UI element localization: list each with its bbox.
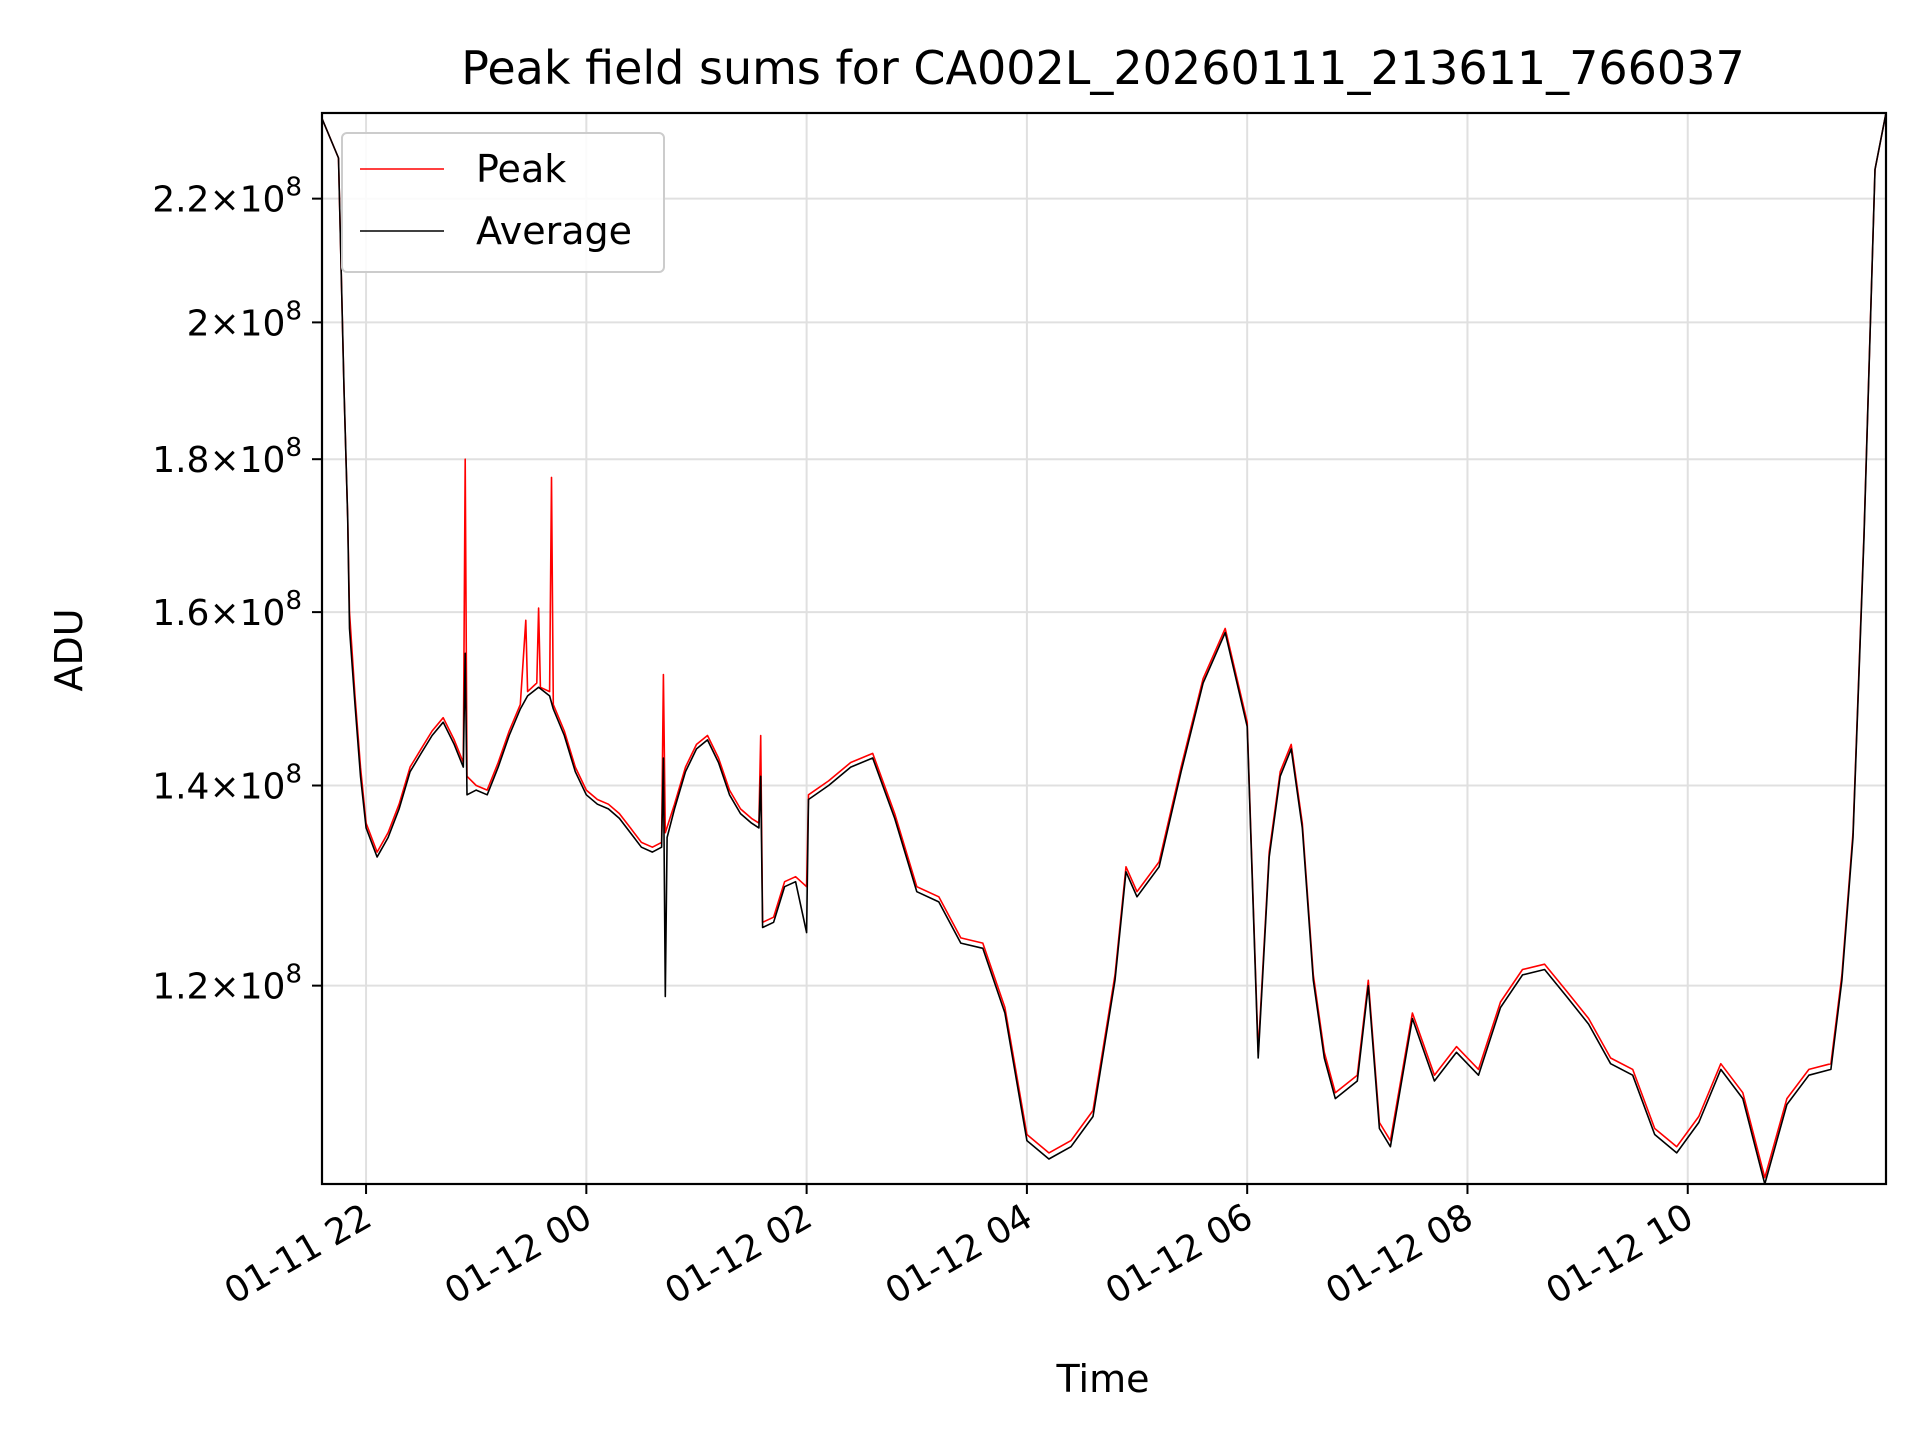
y-tick-label: 1.8×108: [152, 433, 302, 481]
y-tick-mantissa: 1.6: [152, 593, 209, 634]
legend: Peak Average: [341, 132, 665, 273]
y-tick-multiplier: ×10: [209, 180, 285, 221]
legend-box: [341, 132, 665, 273]
y-tick-label: 1.4×108: [152, 760, 302, 808]
y-tick-exponent: 8: [285, 173, 302, 203]
plot-area-frame: [320, 111, 1888, 1186]
y-tick-exponent: 8: [285, 586, 302, 616]
y-tick-multiplier: ×10: [209, 303, 285, 344]
y-tick-multiplier: ×10: [209, 767, 285, 808]
y-tick-mantissa: 1.2: [152, 967, 209, 1008]
y-tick-mantissa: 2: [187, 303, 210, 344]
y-tick-mantissa: 1.8: [152, 440, 209, 481]
y-tick-multiplier: ×10: [209, 440, 285, 481]
y-tick-exponent: 8: [285, 433, 302, 463]
series-layer: [322, 113, 1886, 1184]
y-tick-label: 1.2×108: [152, 960, 302, 1008]
y-tick-mantissa: 1.4: [152, 767, 209, 808]
y-tick-label: 2.2×108: [152, 173, 302, 221]
y-tick-multiplier: ×10: [209, 967, 285, 1008]
y-tick-label: 2×108: [187, 296, 302, 344]
y-tick-exponent: 8: [285, 760, 302, 790]
y-tick-exponent: 8: [285, 960, 302, 990]
chart-title: Peak field sums for CA002L_20260111_2136…: [461, 41, 1744, 95]
y-tick-exponent: 8: [285, 296, 302, 326]
series-line-average: [322, 113, 1886, 1184]
legend-label-average: Average: [476, 209, 632, 253]
y-tick-mantissa: 2.2: [152, 180, 209, 221]
y-axis-label: ADU: [47, 608, 91, 691]
x-axis-label: Time: [1056, 1357, 1150, 1401]
legend-label-peak: Peak: [476, 147, 566, 191]
y-tick-multiplier: ×10: [209, 593, 285, 634]
y-tick-label: 1.6×108: [152, 586, 302, 634]
